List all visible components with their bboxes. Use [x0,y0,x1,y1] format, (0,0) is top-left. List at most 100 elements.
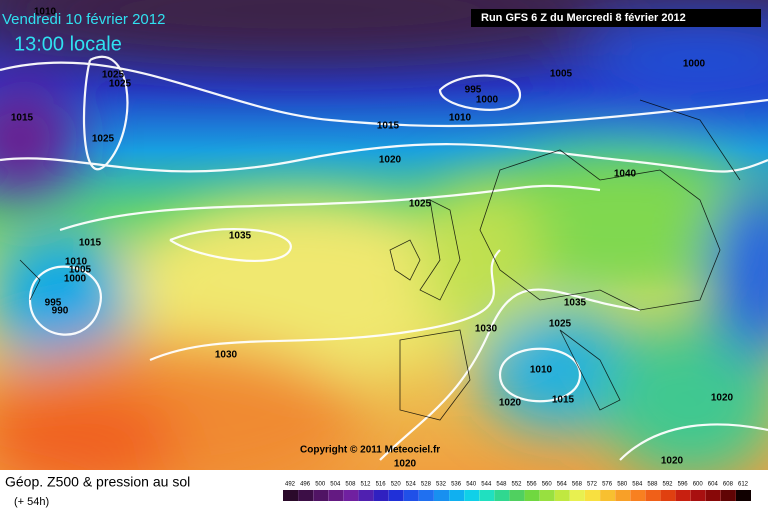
scale-label: 552 [511,482,522,488]
run-box [471,9,761,27]
isobar-label: 1035 [564,298,587,309]
isobar-labels: 1010102510251015102599510001005100010101… [11,7,734,470]
scale-label: 504 [330,482,341,488]
scale-label: 556 [527,482,538,488]
isobar-label: 1000 [476,95,499,106]
isobar-label: 990 [52,306,69,317]
scale-swatch [298,490,314,501]
scale-swatch [403,490,419,501]
scale-label: 560 [542,482,553,488]
isobar-label: 1010 [530,365,553,376]
isobar-label: 1020 [661,456,684,467]
scale-label: 564 [557,482,568,488]
isobar-label: 1030 [475,324,498,335]
scale-swatch [660,490,676,501]
isobar-label: 995 [45,298,62,309]
scale-label: 608 [723,482,734,488]
isobar-label: 1025 [409,199,432,210]
scale-swatch [645,490,661,501]
scale-swatch [720,490,736,501]
scale-swatch [554,490,570,501]
scale-label: 612 [738,482,749,488]
isobar-label: 1015 [79,238,102,249]
scale-label: 576 [602,482,613,488]
scale-swatch [690,490,706,501]
scale-label: 592 [662,482,673,488]
isobar-label: 995 [465,85,482,96]
scale-label: 528 [421,482,432,488]
isobar-label: 1010 [449,113,472,124]
scale-label: 588 [647,482,658,488]
scale-label: 512 [360,482,371,488]
isobar-label: 1020 [379,155,402,166]
isobar-label: 1020 [499,398,522,409]
scale-label: 500 [315,482,326,488]
scale-label: 496 [300,482,311,488]
date: Vendredi 10 février 2012 [2,11,165,28]
run: Run GFS 6 Z du Mercredi 8 février 2012 [481,12,686,24]
scale-label: 600 [693,482,704,488]
scale-swatch [283,490,298,501]
scale-label: 492 [285,482,296,488]
isobar-label: 1005 [550,69,573,80]
scale-swatch [569,490,585,501]
scale-swatch [539,490,555,501]
isobar-label: 1015 [11,113,34,124]
scale-swatch [585,490,600,501]
scale-label: 544 [481,482,492,488]
scale-swatch [373,490,389,501]
scale-label: 572 [587,482,598,488]
scale-label: 508 [345,482,356,488]
scale-label: 568 [572,482,583,488]
scale-label: 520 [391,482,402,488]
isobar-label: 1005 [69,265,92,276]
isobar-label: 1035 [229,231,252,242]
scale-label: 540 [466,482,477,488]
isobar-label: 1000 [64,274,87,285]
scale-swatch [675,490,691,501]
scale-swatch [479,490,495,501]
scale-label: 596 [678,482,689,488]
scale-label: 580 [617,482,628,488]
footer-title: Géop. Z500 & pression au sol [5,474,190,490]
scale-swatch [328,490,344,501]
isobar-label: 1010 [65,257,88,268]
scale-label: 536 [451,482,462,488]
scale-label: 532 [436,482,447,488]
isobar-label: 1020 [711,393,734,404]
isobar-label: 1015 [552,395,575,406]
scale-label: 524 [406,482,417,488]
isobar-label: 1030 [215,350,238,361]
field [0,0,768,470]
color-scale: 492 496 500 504 508 512 516 520 524 528 532 536 540 5… [283,482,751,501]
time: 13:00 locale [14,33,122,55]
footer-lead: (+ 54h) [14,496,49,508]
scale-swatch [464,490,480,501]
scale-swatch [449,490,465,501]
isobar-label: 1025 [549,319,572,330]
scale-swatch [418,490,434,501]
scale-swatch [615,490,631,501]
scale-label: 516 [376,482,387,488]
isobar-label: 1025 [102,70,125,81]
isobar-label: 1040 [614,169,637,180]
scale-swatch [434,490,449,501]
scale-swatch [705,490,721,501]
scale-swatch [494,490,510,501]
isobar-label: 1000 [683,59,706,70]
scale-swatch [524,490,540,501]
scale-swatch [600,490,616,501]
isobar-label: 1020 [394,459,417,470]
scale-swatch [388,490,404,501]
scale-swatch [313,490,329,501]
isobar-label: 1010 [34,7,57,18]
scale-swatch [736,490,751,501]
isobar-label: 1025 [109,79,132,90]
copyright: Copyright © 2011 Meteociel.fr [300,445,440,456]
scale-label: 604 [708,482,719,488]
isobar-label: 1025 [92,134,115,145]
scale-swatch [358,490,374,501]
scale-swatch [509,490,525,501]
